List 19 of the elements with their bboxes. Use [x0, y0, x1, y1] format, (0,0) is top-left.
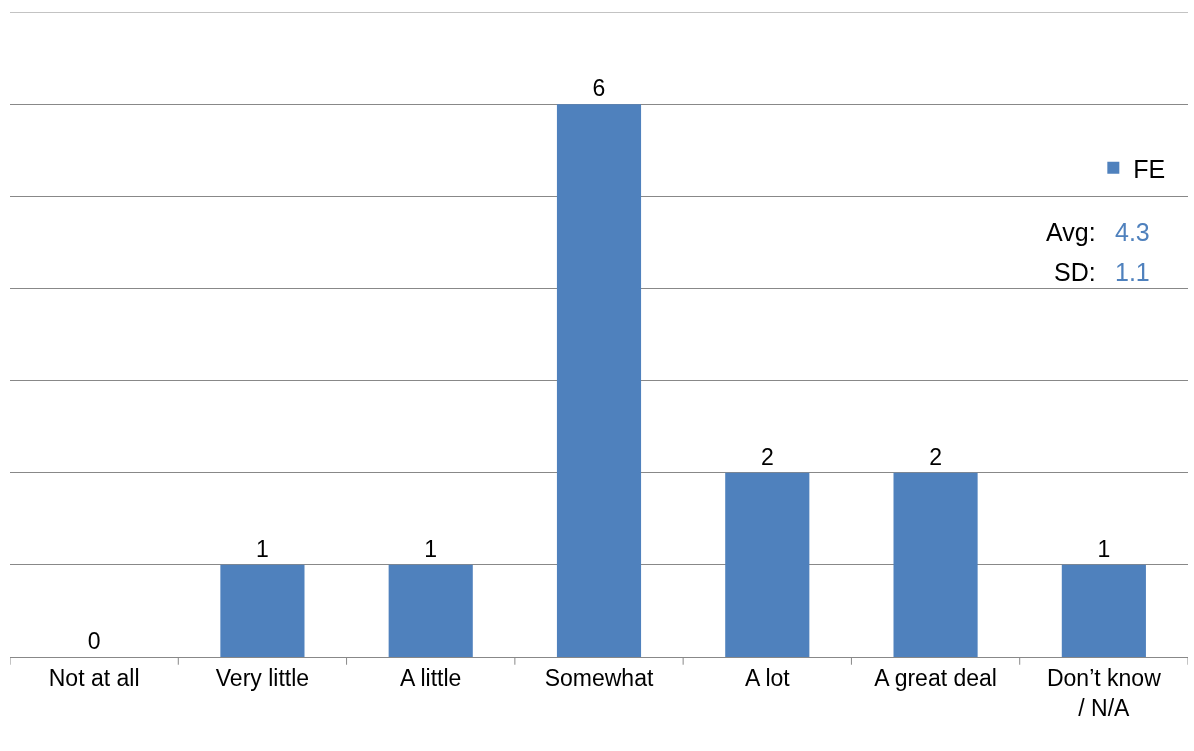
- data-label: 1: [424, 535, 438, 562]
- data-label: 1: [1097, 535, 1111, 562]
- x-tick-label: Not at all: [48, 664, 140, 691]
- x-tick-label: Very little: [215, 664, 310, 691]
- annotation: 4.3: [1115, 218, 1150, 246]
- data-label: 1: [256, 535, 269, 562]
- data-label: 0: [87, 628, 101, 654]
- x-tick-label: A lot: [744, 664, 791, 691]
- annotation: SD:: [1054, 258, 1096, 286]
- x-tick-label: Don’t know / N/A: [1046, 664, 1162, 721]
- x-tick-label: A little: [400, 664, 462, 691]
- legend-label: FE: [1133, 154, 1166, 183]
- x-tick-label: A great deal: [874, 664, 997, 691]
- data-label: 6: [592, 75, 606, 102]
- annotation: 1.1: [1115, 258, 1150, 286]
- data-label: 2: [760, 443, 774, 470]
- data-label: 2: [929, 443, 942, 470]
- x-tick-label: Somewhat: [544, 664, 654, 691]
- annotation: Avg:: [1046, 218, 1096, 246]
